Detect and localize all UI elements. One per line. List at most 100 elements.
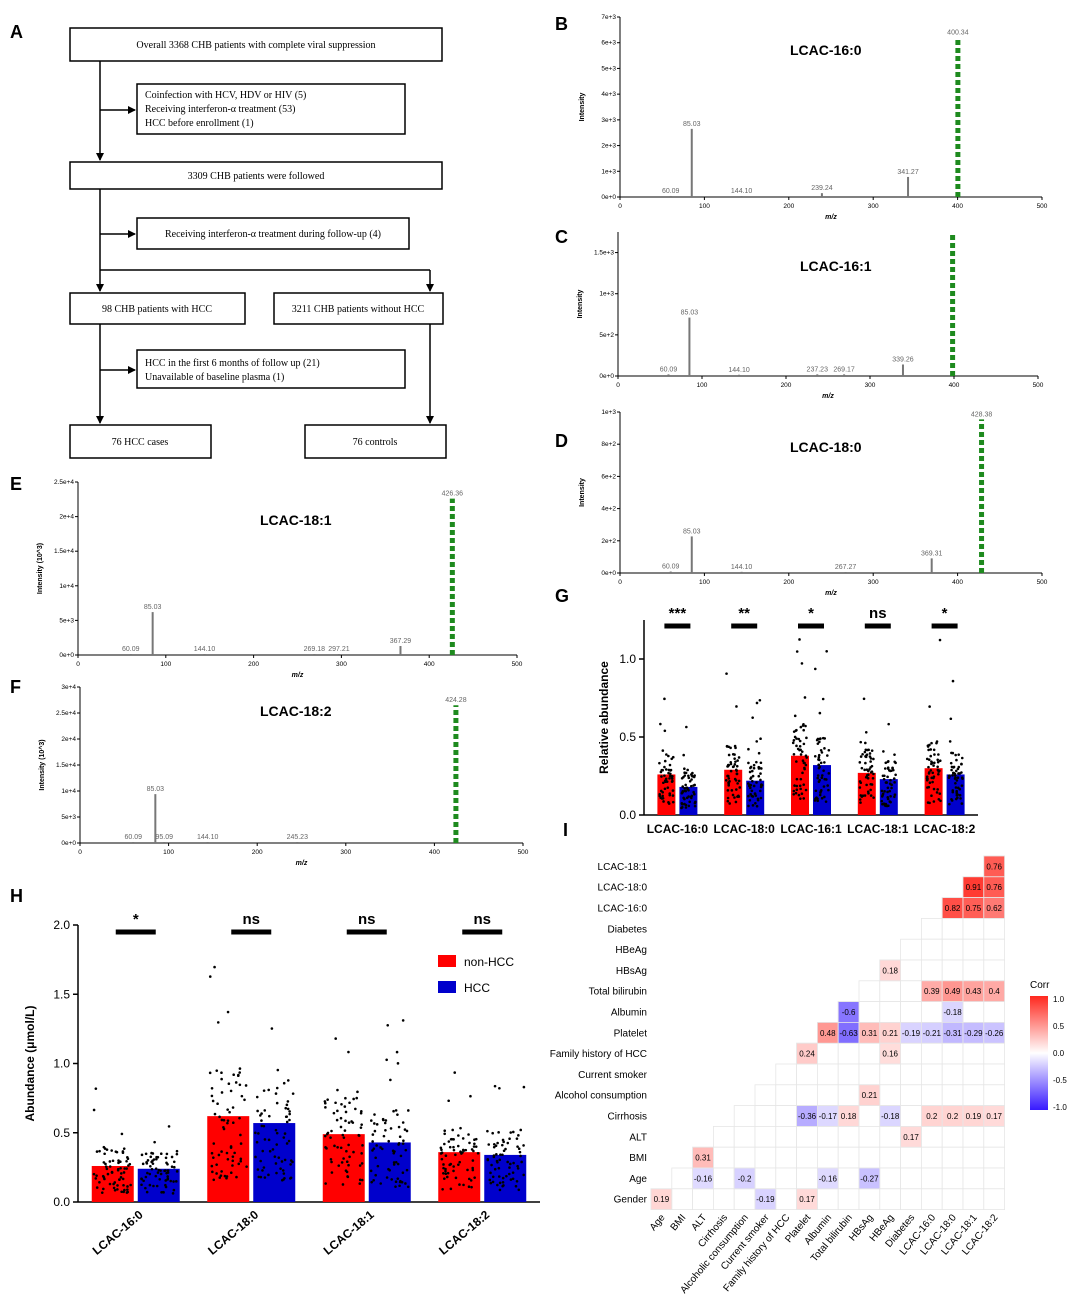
data-point: [818, 793, 822, 797]
heatmap-cell-empty: [921, 1084, 943, 1107]
data-point: [389, 1127, 393, 1130]
data-point: [514, 1184, 518, 1188]
data-point: [103, 1147, 107, 1150]
heatmap-cell-empty: [733, 1105, 756, 1127]
panel-label-i: I: [563, 820, 568, 840]
data-point: [749, 792, 752, 796]
data-point: [257, 1132, 260, 1135]
data-point: [932, 775, 936, 778]
data-point: [149, 1165, 152, 1168]
data-point: [259, 1175, 263, 1179]
data-point: [227, 1082, 231, 1086]
bar-non-hcc: [657, 774, 676, 815]
colorbar-tick-label: -1.0: [1053, 1103, 1067, 1112]
heatmap-cell-empty: [879, 1084, 901, 1107]
data-point: [492, 1155, 496, 1159]
y-axis-title: Abundance (μmol/L): [23, 1005, 37, 1121]
data-point: [859, 740, 863, 744]
data-point: [958, 772, 961, 775]
data-point: [454, 1176, 458, 1180]
heatmap-cell-empty: [775, 1084, 797, 1107]
heatmap-col-label: BMI: [669, 1212, 689, 1233]
data-point: [509, 1162, 512, 1166]
peak-label: 245.23: [287, 834, 309, 841]
y-tick-label: 5e+3: [61, 814, 76, 821]
data-point: [471, 1168, 475, 1172]
data-point: [212, 1178, 216, 1182]
x-axis-title: m/z: [825, 590, 837, 597]
heatmap-cell-value: 0.48: [820, 1029, 836, 1038]
data-point: [458, 1183, 461, 1186]
data-point: [496, 1160, 499, 1164]
data-point: [100, 1191, 104, 1194]
data-point: [802, 761, 806, 765]
data-point: [451, 1128, 454, 1132]
data-point: [726, 763, 730, 767]
data-point: [343, 1105, 347, 1108]
heatmap-cell-value: 0.2: [926, 1112, 938, 1121]
data-point: [122, 1147, 126, 1150]
data-point: [267, 1138, 271, 1142]
data-point: [798, 744, 802, 748]
bar-non-hcc: [322, 1134, 365, 1202]
data-point: [467, 1177, 471, 1181]
data-point: [794, 729, 798, 732]
heatmap-cell-empty: [858, 1063, 881, 1086]
data-point: [116, 1168, 120, 1172]
heatmap-cell: [983, 1022, 1005, 1044]
significance-label: *: [808, 605, 814, 622]
y-tick-label: 1.5e+3: [594, 250, 614, 257]
data-point: [92, 1172, 96, 1176]
data-point: [736, 782, 739, 785]
data-point: [370, 1180, 373, 1184]
data-point: [444, 1167, 447, 1171]
data-point: [98, 1149, 101, 1153]
data-point: [892, 777, 896, 780]
data-point: [155, 1157, 158, 1161]
y-tick-label: 1.5: [53, 987, 70, 1001]
heatmap-row-label: BMI: [629, 1153, 647, 1164]
data-point: [759, 778, 762, 782]
peak-label: 339.26: [892, 356, 914, 363]
data-point: [816, 776, 819, 780]
heatmap-cell-empty: [837, 1084, 860, 1107]
data-point: [663, 765, 666, 769]
data-point: [733, 796, 736, 799]
spectrum-title: LCAC-18:0: [790, 439, 862, 455]
data-point: [472, 1145, 476, 1148]
data-point: [869, 766, 872, 769]
data-point: [893, 793, 897, 797]
data-point: [92, 1108, 96, 1112]
data-point: [757, 774, 761, 778]
data-point: [864, 741, 867, 745]
heatmap-cell-value: -0.19: [756, 1195, 775, 1204]
data-point: [935, 740, 939, 743]
heatmap-cell-empty: [962, 1001, 985, 1023]
data-point: [960, 762, 963, 766]
flow-box-exclusion-2: [136, 217, 410, 250]
heatmap-cell-empty: [796, 1063, 818, 1086]
data-point: [170, 1155, 174, 1159]
data-point: [166, 1178, 169, 1181]
data-point: [930, 776, 933, 780]
data-point: [342, 1157, 345, 1160]
data-point: [951, 679, 955, 683]
spectrum-title: LCAC-18:2: [260, 703, 332, 719]
data-point: [276, 1068, 280, 1072]
data-point: [955, 789, 959, 793]
data-point: [345, 1160, 349, 1164]
data-point: [819, 789, 823, 793]
data-point: [661, 796, 665, 800]
data-point: [347, 1163, 350, 1167]
data-point: [689, 795, 693, 799]
heatmap-cell-empty: [962, 1126, 985, 1148]
heatmap-cell-empty: [733, 1188, 756, 1211]
data-point: [151, 1159, 154, 1163]
heatmap-cell-value: -0.63: [839, 1029, 858, 1038]
data-point: [262, 1124, 266, 1128]
data-point: [229, 1171, 233, 1175]
data-point: [880, 789, 884, 793]
heatmap-cell-empty: [775, 1063, 797, 1086]
data-point: [937, 753, 940, 756]
